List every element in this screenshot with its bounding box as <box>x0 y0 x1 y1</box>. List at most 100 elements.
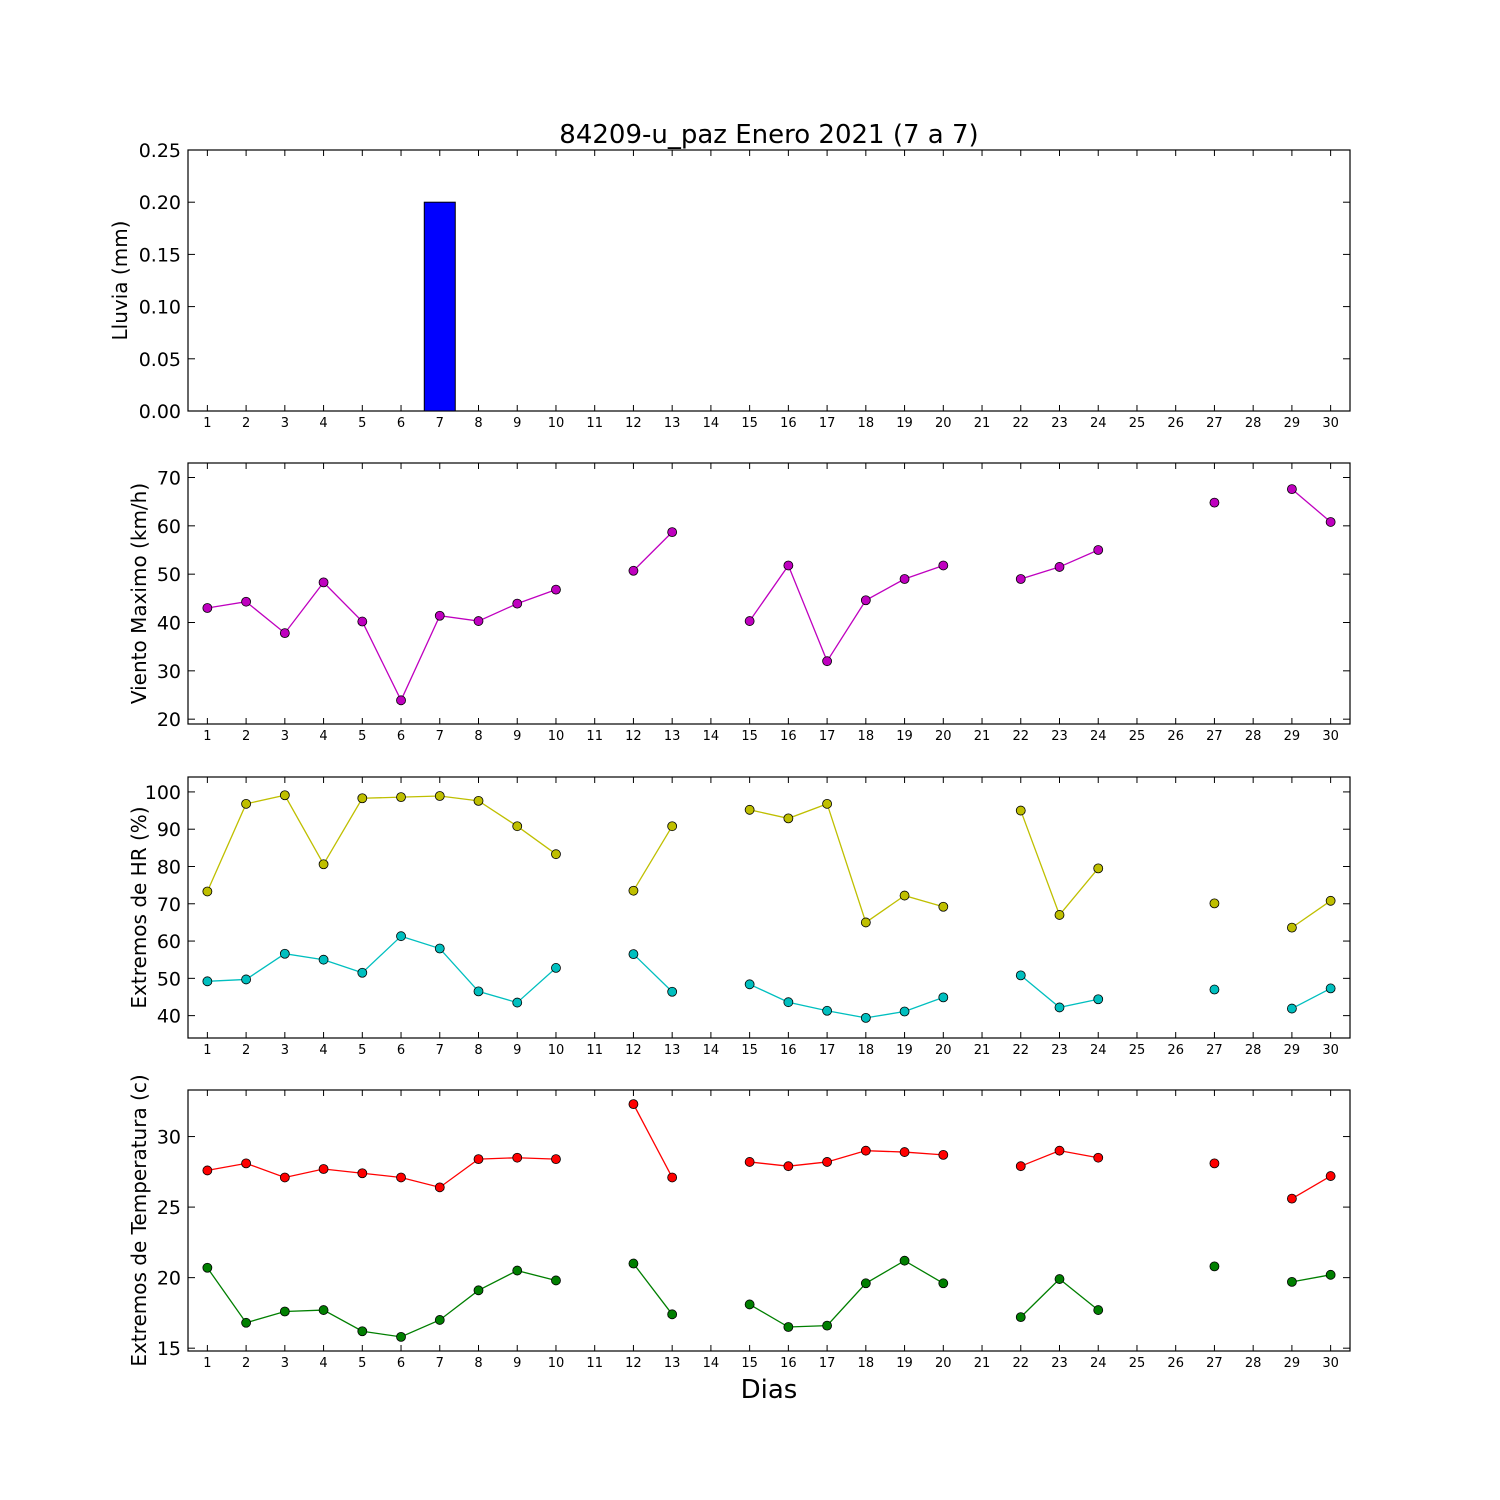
data-point <box>1093 1305 1104 1315</box>
data-point <box>241 1158 252 1169</box>
series-line <box>749 1150 944 1167</box>
x-tick-label: 24 <box>1090 1043 1107 1058</box>
x-axis-label: Dias <box>741 1375 798 1405</box>
data-point <box>473 986 484 997</box>
series-line <box>632 953 673 993</box>
x-tick-label: 13 <box>664 729 681 744</box>
y-tick-label: 90 <box>157 819 181 841</box>
x-tick-label: 14 <box>703 729 720 744</box>
data-point <box>318 577 329 588</box>
plot-frame <box>187 462 1351 725</box>
y-tick-label: 20 <box>157 709 181 731</box>
data-point <box>434 791 445 801</box>
data-point <box>860 1278 871 1289</box>
data-point <box>783 1161 794 1172</box>
data-point <box>860 1012 871 1023</box>
x-tick-label: 23 <box>1051 1356 1068 1371</box>
data-point <box>938 1149 949 1160</box>
series-line <box>1291 488 1332 523</box>
x-tick-label: 22 <box>1012 1043 1029 1058</box>
data-point <box>241 798 252 809</box>
data-point <box>1054 910 1065 920</box>
data-point <box>551 963 561 973</box>
data-point <box>667 1309 678 1320</box>
x-tick-label: 12 <box>625 729 642 744</box>
y-tick-label: 15 <box>157 1338 181 1360</box>
data-point <box>473 616 484 626</box>
x-tick-label: 5 <box>358 1356 366 1371</box>
data-point <box>860 1145 871 1156</box>
data-point <box>241 974 252 985</box>
x-tick-label: 12 <box>625 416 642 431</box>
x-tick-label: 14 <box>703 1043 720 1058</box>
data-point <box>783 1322 794 1332</box>
y-tick-label: 0.15 <box>139 244 181 266</box>
y-tick-label: 80 <box>157 856 181 878</box>
data-point <box>1015 970 1026 981</box>
data-point <box>396 1172 406 1183</box>
y-tick-label: 30 <box>157 661 181 683</box>
data-point <box>512 997 523 1008</box>
y-axis-label: Extremos de HR (%) <box>127 806 151 1008</box>
x-tick-label: 10 <box>548 729 565 744</box>
rain-bar <box>423 201 456 412</box>
y-tick-label: 60 <box>157 516 181 538</box>
series-line <box>207 935 557 1004</box>
data-point <box>899 1255 910 1266</box>
data-point <box>279 628 290 639</box>
x-tick-label: 28 <box>1245 1043 1262 1058</box>
data-point <box>628 565 639 576</box>
x-tick-label: 12 <box>625 1356 642 1371</box>
x-tick-label: 28 <box>1245 729 1262 744</box>
x-tick-label: 16 <box>780 416 797 431</box>
x-tick-label: 27 <box>1206 729 1223 744</box>
y-axis-label: Lluvia (mm) <box>108 221 132 341</box>
data-point <box>822 1320 832 1331</box>
data-point <box>1325 517 1336 527</box>
data-point <box>434 1315 445 1325</box>
x-tick-label: 13 <box>664 1356 681 1371</box>
data-point <box>628 1099 639 1110</box>
x-tick-label: 16 <box>780 1043 797 1058</box>
x-tick-label: 1 <box>203 1356 211 1371</box>
data-point <box>783 813 794 824</box>
x-tick-label: 24 <box>1090 729 1107 744</box>
data-point <box>1054 1145 1065 1156</box>
data-point <box>473 1154 484 1165</box>
x-tick-label: 28 <box>1245 1356 1262 1371</box>
y-tick-label: 0.00 <box>139 401 181 423</box>
data-point <box>396 1331 406 1342</box>
x-tick-label: 8 <box>474 729 482 744</box>
y-axis-label: Extremos de Temperatura (c) <box>127 1074 151 1366</box>
x-tick-label: 23 <box>1051 416 1068 431</box>
x-tick-label: 7 <box>436 1356 444 1371</box>
x-tick-label: 30 <box>1322 729 1339 744</box>
data-point <box>1287 1276 1297 1287</box>
data-point <box>1325 1171 1336 1181</box>
data-point <box>1287 484 1297 495</box>
x-tick-label: 29 <box>1284 1356 1301 1371</box>
data-point <box>512 821 523 832</box>
x-tick-label: 3 <box>281 1356 289 1371</box>
data-point <box>357 1168 368 1179</box>
data-point <box>1015 1312 1026 1323</box>
x-tick-label: 1 <box>203 416 211 431</box>
data-point <box>202 886 213 897</box>
x-tick-label: 21 <box>974 729 991 744</box>
data-point <box>1015 805 1026 816</box>
data-point <box>822 798 832 809</box>
x-tick-label: 18 <box>858 1356 875 1371</box>
x-tick-label: 26 <box>1167 1356 1184 1371</box>
data-point <box>434 1182 445 1193</box>
data-point <box>318 859 329 870</box>
data-point <box>357 793 368 804</box>
data-point <box>1015 574 1026 584</box>
data-point <box>434 610 445 621</box>
data-point <box>938 992 949 1003</box>
x-tick-label: 14 <box>703 1356 720 1371</box>
y-tick-label: 30 <box>157 1127 181 1149</box>
series-line <box>206 1267 557 1338</box>
series-line <box>632 825 673 892</box>
